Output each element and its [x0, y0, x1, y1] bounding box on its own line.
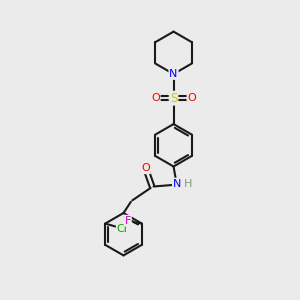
Text: O: O	[151, 93, 160, 103]
Text: S: S	[170, 92, 177, 105]
Text: O: O	[141, 163, 150, 173]
Text: N: N	[173, 178, 181, 189]
Text: O: O	[188, 93, 196, 103]
Text: F: F	[124, 216, 131, 226]
Text: Cl: Cl	[117, 224, 128, 234]
Text: N: N	[169, 69, 178, 79]
Text: H: H	[184, 178, 193, 189]
